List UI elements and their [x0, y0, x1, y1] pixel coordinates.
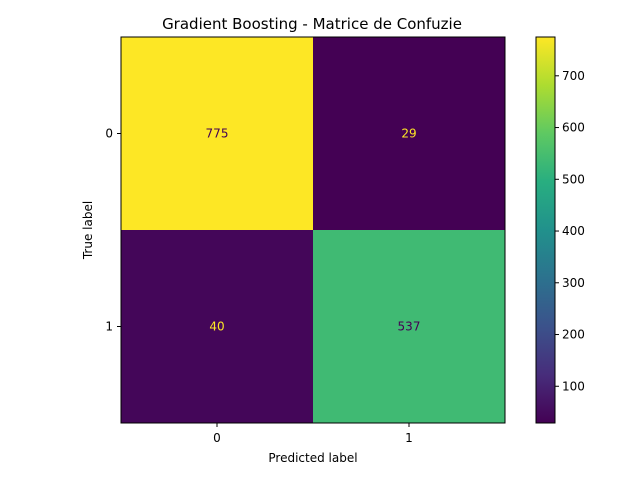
matrix-cell	[121, 37, 313, 230]
x-axis-label: Predicted label	[268, 451, 357, 465]
chart-title: Gradient Boosting - Matrice de Confuzie	[162, 15, 462, 33]
colorbar-ticks: 100 200 300 400 500 600 700	[555, 69, 585, 393]
y-axis-label: True label	[81, 201, 95, 260]
colorbar-tick-label: 600	[562, 121, 585, 135]
matrix-cell	[121, 230, 313, 423]
matrix-cell	[313, 230, 505, 423]
colorbar-tick-label: 300	[562, 276, 585, 290]
colorbar-tick-label: 100	[562, 379, 585, 393]
x-tick-label: 1	[405, 431, 413, 445]
matrix-cell-value: 537	[398, 320, 421, 334]
colorbar-tick-label: 700	[562, 69, 585, 83]
colorbar-tick-label: 200	[562, 328, 585, 342]
matrix-frame	[120, 36, 506, 424]
matrix-cell-value: 40	[209, 320, 224, 334]
y-tick-label: 1	[105, 320, 113, 334]
matrix-cell-labels: 775 29 40 537	[206, 127, 421, 334]
colorbar-tick-label: 400	[562, 224, 585, 238]
matrix-cell	[313, 37, 505, 230]
colorbar-tick-label: 500	[562, 172, 585, 186]
x-tick-label: 0	[213, 431, 221, 445]
y-axis-ticks: 01	[105, 127, 121, 334]
matrix-cells	[121, 37, 505, 423]
matrix-cell-value: 775	[206, 127, 229, 141]
colorbar	[535, 36, 556, 424]
y-tick-label: 0	[105, 127, 113, 141]
matrix-cell-value: 29	[401, 127, 416, 141]
